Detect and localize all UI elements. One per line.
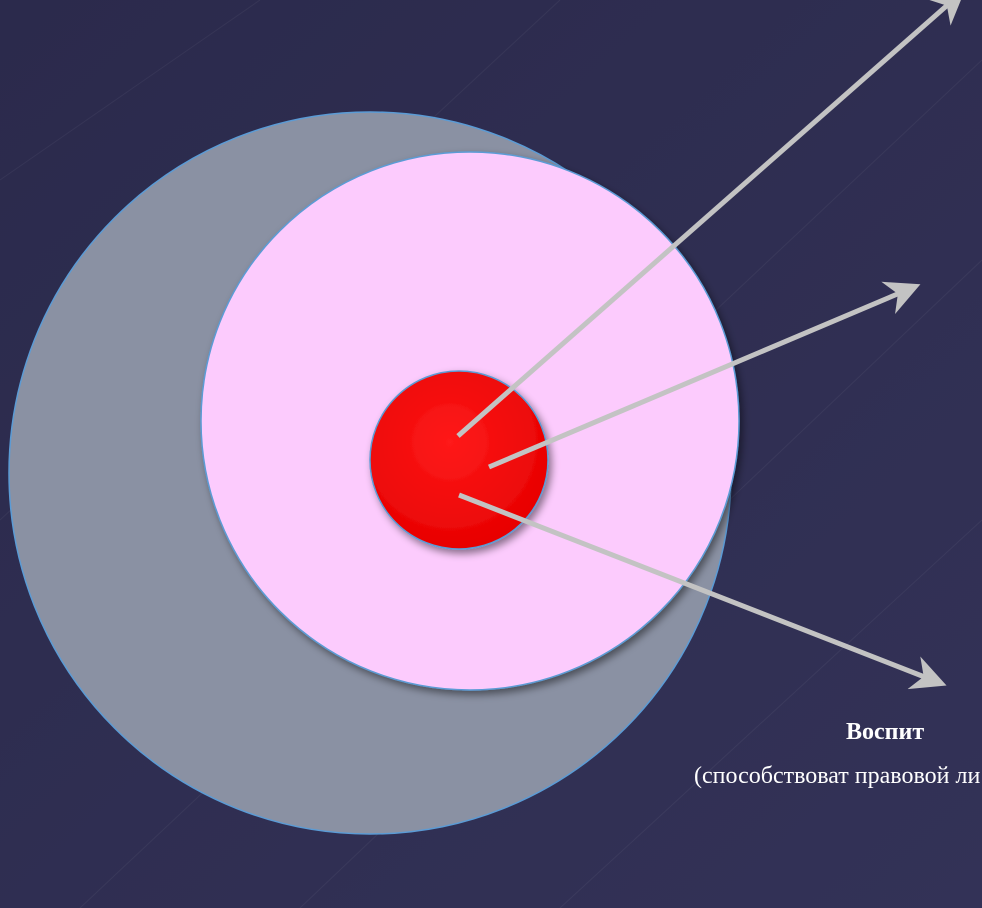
arrow-lower [458,492,947,690]
arrow-upper [456,0,966,438]
core [369,370,549,550]
caption-title: Воспит [846,719,925,745]
caption-body: (способствоват правовой ли числе. [694,763,982,789]
arrow-middle [488,281,921,470]
